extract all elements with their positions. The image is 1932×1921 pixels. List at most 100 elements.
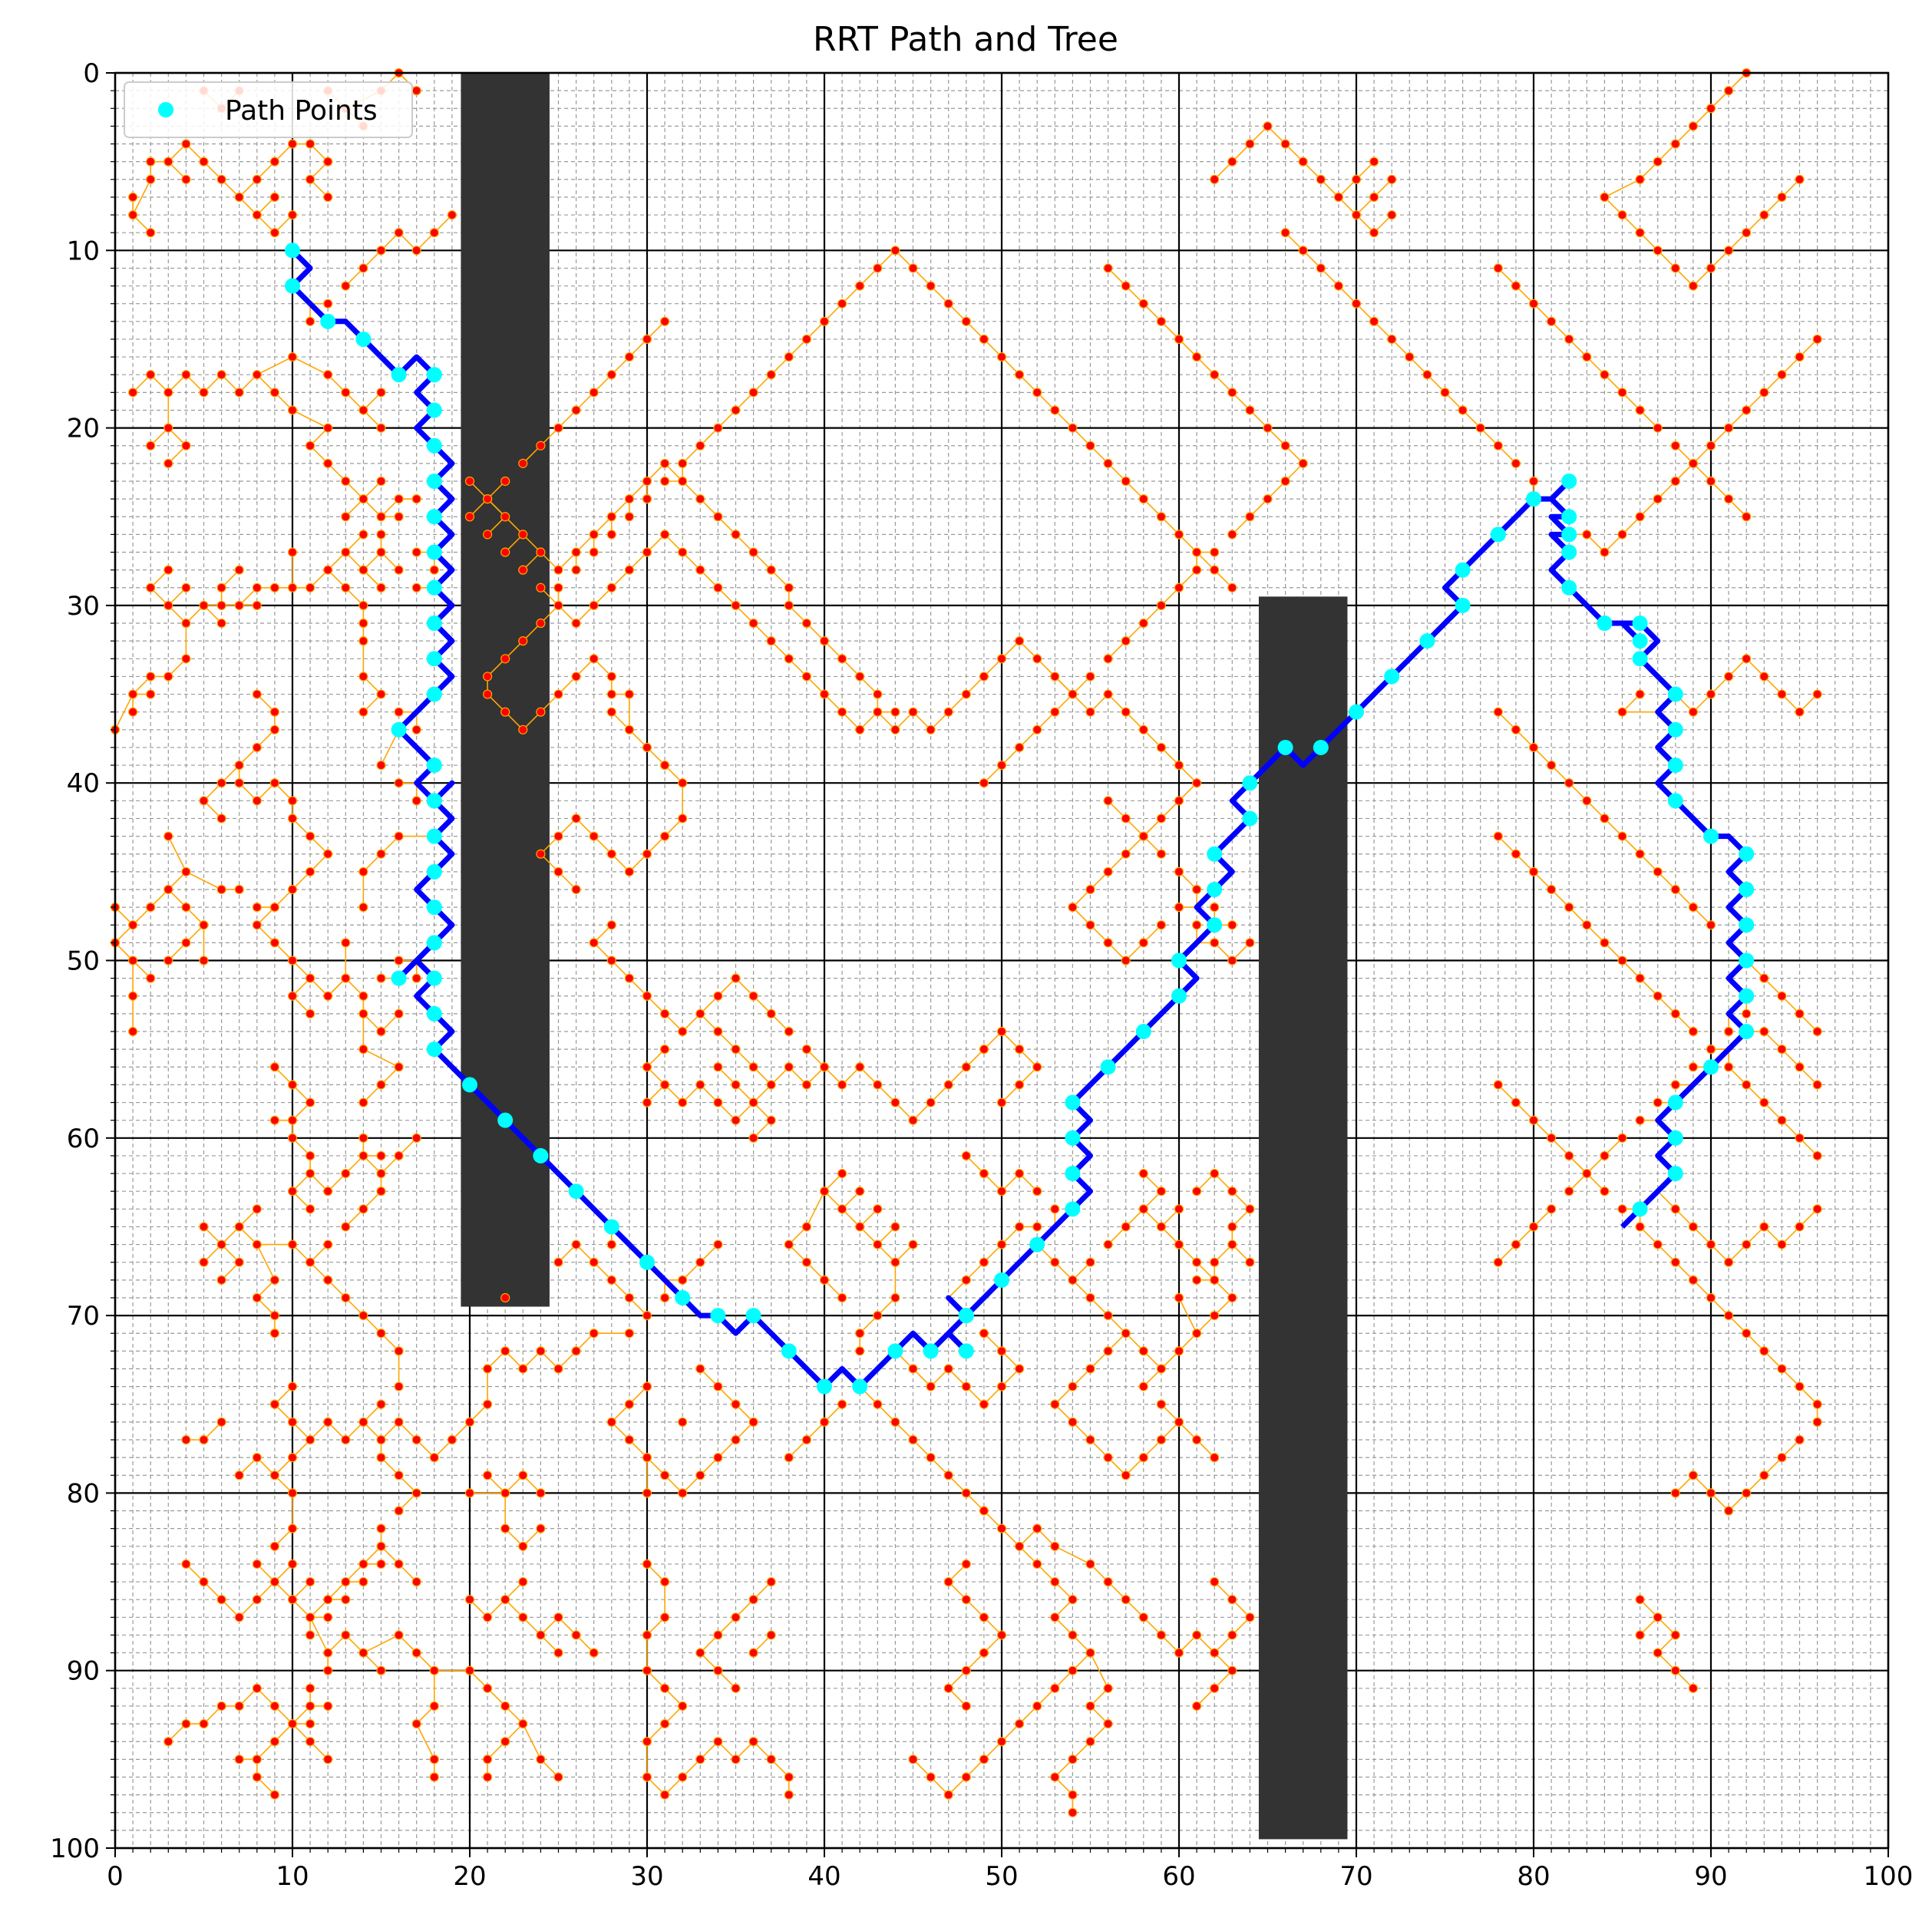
tree-node [163,672,173,682]
tree-node [447,210,457,220]
tree-node [1085,884,1095,895]
tree-node [305,583,315,592]
tree-node [305,866,315,876]
tree-node [606,512,616,522]
tree-node [1156,1399,1167,1409]
tree-node [678,1417,688,1427]
tree-node [323,423,333,433]
tree-node [819,1187,830,1196]
tree-node [163,157,173,167]
path-point [462,1077,477,1093]
tree-node [748,1097,758,1107]
tree-node [323,1754,333,1764]
tree-node [305,1257,315,1267]
tree-node [695,1364,705,1374]
tree-node [1546,760,1557,771]
tree-node [269,903,279,913]
tree-node [181,1559,191,1569]
tree-node [341,476,351,487]
tree-node [181,938,191,948]
path-point [1561,579,1577,596]
tree-node [1032,1187,1042,1196]
tree-node [855,725,865,734]
tree-node [855,672,865,682]
tree-node [128,689,138,699]
tree-node [801,672,812,682]
tree-node [411,1648,421,1658]
tree-edge [363,1048,399,1068]
path-point [1632,616,1648,632]
tree-node [394,1381,404,1391]
tree-node [642,1665,652,1675]
tree-node [1138,1346,1148,1356]
path-point [1667,1130,1683,1146]
tree-node [571,565,581,575]
tree-node [943,1576,953,1587]
tree-node [1068,1417,1078,1427]
tree-node [890,1097,900,1107]
tree-node [695,1470,705,1480]
tree-node [376,1080,386,1090]
tree-node [1688,707,1698,717]
tree-node [1174,1648,1184,1658]
tree-node [234,1754,244,1764]
tree-node [890,707,900,717]
tree-node [731,1399,741,1409]
tree-node [216,1701,226,1711]
tree-node [1316,174,1326,184]
tree-node [234,1612,244,1622]
tree-node [1795,707,1805,717]
tree-node [1174,583,1184,592]
tree-node [873,263,883,273]
tree-node [394,1008,404,1018]
tree-node [624,973,635,983]
tree-node [1191,1187,1202,1196]
tree-node [1742,1239,1752,1249]
tree-node [695,565,705,575]
path-point [1100,1059,1116,1075]
tree-node [305,1612,315,1622]
tree-node [979,1257,989,1267]
tree-node [1742,1488,1752,1498]
tree-node [961,1595,971,1605]
tree-node [482,494,493,504]
tree-node [659,1470,670,1480]
tree-node [1227,1187,1237,1196]
tree-node [1138,1612,1148,1622]
tree-node [287,1523,298,1533]
tree-node [199,1434,209,1445]
tree-node [1138,1204,1148,1214]
tree-node [1156,1630,1167,1640]
tree-node [252,1204,262,1214]
tree-node [1156,814,1167,824]
tree-node [1068,1630,1078,1640]
tree-node [1617,1133,1627,1143]
tree-node [695,1754,705,1764]
tree-node [659,1790,670,1800]
tree-node [394,1150,404,1161]
tree-node [1653,246,1663,256]
tree-node [482,530,493,540]
tree-node [731,530,741,540]
tree-node [287,1115,298,1125]
tree-node [305,1701,315,1711]
tree-node [1564,334,1574,345]
tree-node [1724,1506,1734,1516]
tree-node [1121,707,1131,717]
tree-node [1635,405,1645,415]
tree-node [731,1115,741,1125]
tree-node [1742,512,1752,522]
path-point [426,544,442,560]
path-point [426,579,442,596]
tree-node [1812,1204,1822,1214]
path-point [1029,1236,1045,1253]
path-point [1065,1130,1081,1146]
tree-node [1085,1559,1095,1569]
tree-node [748,1062,758,1072]
tree-node [181,618,191,629]
tree-node [908,263,918,273]
tree-node [943,1364,953,1374]
tree-node [376,512,386,522]
tree-node [1670,263,1680,273]
tree-node [961,1062,971,1072]
